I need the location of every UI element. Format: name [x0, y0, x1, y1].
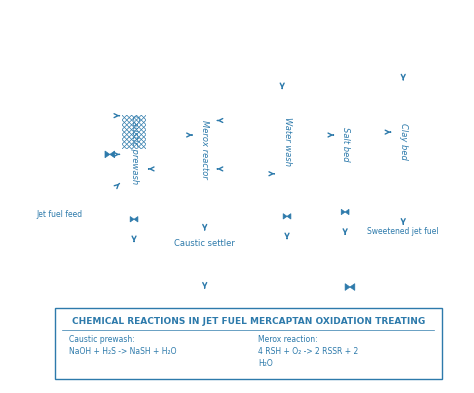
Ellipse shape: [274, 183, 300, 202]
Text: Spent caustic
drain: Spent caustic drain: [139, 244, 196, 264]
Ellipse shape: [119, 182, 148, 204]
Text: Clay bed: Clay bed: [399, 123, 408, 160]
FancyBboxPatch shape: [175, 227, 235, 260]
Text: Water wash: Water wash: [283, 117, 292, 166]
Ellipse shape: [274, 82, 300, 101]
Bar: [119, 106, 148, 193]
Ellipse shape: [119, 95, 148, 117]
Text: Salt bed: Salt bed: [341, 127, 350, 162]
Text: Sweetened jet fuel: Sweetened jet fuel: [367, 227, 439, 236]
Polygon shape: [105, 151, 110, 158]
Text: Alcaline bed of
catalyst: Alcaline bed of catalyst: [229, 16, 292, 35]
Text: Caustic prewash:: Caustic prewash:: [69, 336, 135, 344]
Bar: [146, 6, 460, 387]
Bar: [274, 92, 300, 192]
Text: Caustic circulation pump
(intermittent): Caustic circulation pump (intermittent): [157, 320, 253, 339]
Bar: [55, 309, 442, 379]
Polygon shape: [130, 217, 134, 222]
FancyBboxPatch shape: [365, 223, 441, 241]
Ellipse shape: [192, 90, 217, 108]
Ellipse shape: [334, 92, 357, 109]
Ellipse shape: [192, 191, 217, 209]
Text: Caustic settler: Caustic settler: [174, 239, 235, 248]
Text: NaOH + H₂S -> NaSH + H₂O: NaOH + H₂S -> NaSH + H₂O: [69, 347, 177, 356]
Text: Drain: Drain: [275, 242, 299, 250]
Bar: [1, 6, 460, 115]
Bar: [334, 101, 357, 189]
Polygon shape: [345, 209, 349, 215]
Text: H₂O: H₂O: [258, 359, 273, 368]
Bar: [122, 115, 146, 149]
FancyBboxPatch shape: [31, 206, 88, 223]
Polygon shape: [283, 214, 287, 219]
Text: Drain: Drain: [334, 237, 356, 246]
Text: 4 RSH + O₂ -> 2 RSSR + 2: 4 RSH + O₂ -> 2 RSSR + 2: [258, 347, 358, 356]
Polygon shape: [110, 151, 115, 158]
Text: Caustic prewash: Caustic prewash: [129, 115, 138, 184]
Ellipse shape: [119, 182, 148, 204]
Ellipse shape: [391, 183, 416, 202]
Ellipse shape: [334, 180, 357, 197]
Bar: [1, 6, 122, 387]
Polygon shape: [341, 209, 345, 215]
Text: Jet fuel feed: Jet fuel feed: [36, 210, 82, 219]
Text: Merox reaction:: Merox reaction:: [258, 336, 318, 344]
Text: Coalescer section: Coalescer section: [81, 63, 155, 72]
Text: Compressed air: Compressed air: [166, 17, 232, 26]
Polygon shape: [134, 217, 138, 222]
Bar: [391, 92, 416, 192]
Ellipse shape: [391, 82, 416, 101]
Bar: [1, 149, 460, 387]
Text: Fresh caustic
batch: Fresh caustic batch: [21, 147, 76, 166]
Bar: [192, 99, 217, 200]
Text: normally closed valve: normally closed valve: [362, 283, 454, 292]
Text: Merox reactor: Merox reactor: [200, 120, 209, 179]
Polygon shape: [350, 284, 355, 290]
Bar: [119, 106, 148, 193]
Polygon shape: [287, 214, 291, 219]
Bar: [182, 69, 227, 332]
Polygon shape: [345, 284, 350, 290]
Ellipse shape: [119, 95, 148, 117]
Text: CHEMICAL REACTIONS IN JET FUEL MERCAPTAN OXIDATION TREATING: CHEMICAL REACTIONS IN JET FUEL MERCAPTAN…: [72, 318, 425, 327]
